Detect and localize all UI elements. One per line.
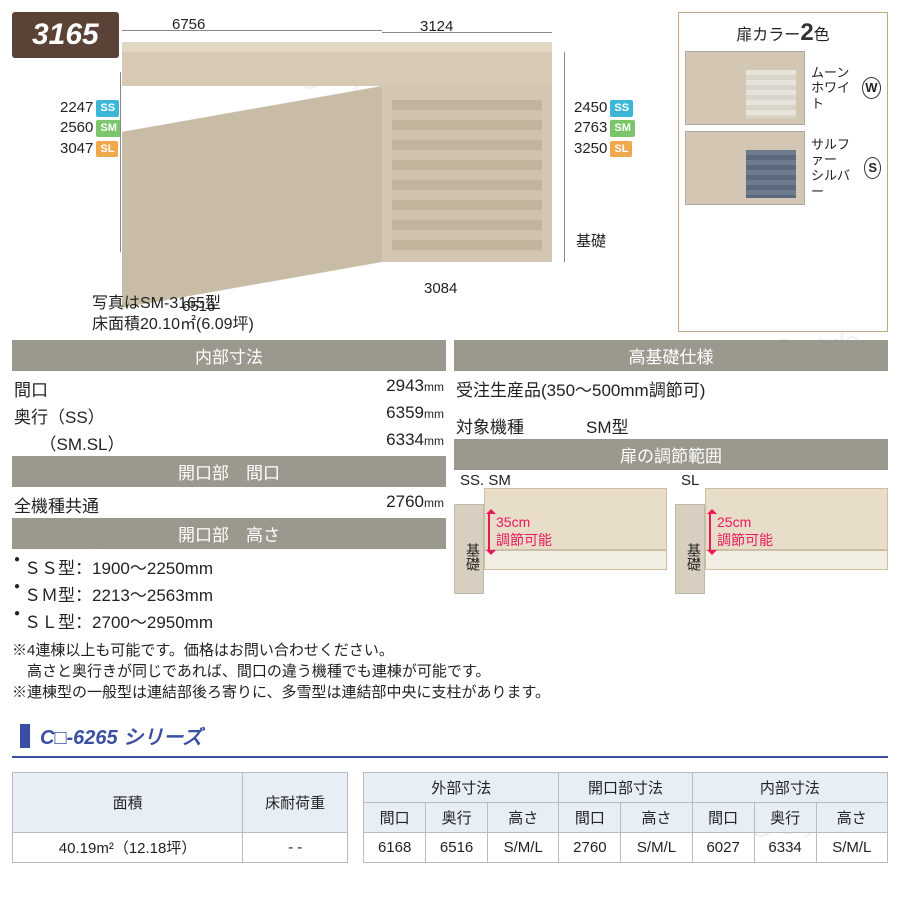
foundation-label: 基礎 (576, 230, 606, 251)
heights-left: 2247SS 2560SM 3047SL (60, 98, 121, 159)
dim-base-width: 3084 (424, 280, 457, 297)
color-option-w: ムーン ホワイト W (685, 51, 881, 125)
table-row: 40.19m²（12.18坪） - - 61686516S/M/L 2760S/… (13, 833, 888, 863)
diagram-caption: 写真はSM-3165型 床面積20.10㎡(6.09坪) (92, 293, 254, 336)
color-code-w: W (862, 77, 881, 99)
series-header: C□-6265 シリーズ (12, 715, 888, 758)
head-internal: 内部寸法 (12, 340, 446, 371)
dimensions-table: 面積 床耐荷重 外部寸法 開口部寸法 内部寸法 間口奥行高さ 間口高さ 間口奥行… (12, 772, 888, 863)
model-badge: 3165 (12, 12, 119, 58)
head-highbase: 高基礎仕様 (454, 340, 888, 371)
adjust-diagram-ss-sm: SS. SM 基礎 35cm調節可能 (454, 474, 667, 594)
head-opening-h: 開口部 高さ (12, 518, 446, 549)
head-opening-w: 開口部 間口 (12, 456, 446, 487)
color-option-s: サルファー シルバー S (685, 131, 881, 205)
adjust-diagram-sl: SL 基礎 25cm調節可能 (675, 474, 888, 594)
dimension-diagram: 3165 6756 3124 6516 3084 2247SS 2560SM 3… (12, 12, 674, 332)
shed-illustration (122, 42, 552, 262)
spec-section: 内部寸法 間口2943mm 奥行（SS）6359mm （SM.SL）6334mm… (12, 340, 888, 634)
color-code-s: S (864, 157, 881, 179)
head-adjust: 扉の調節範囲 (454, 439, 888, 470)
heights-right: 2450SS 2763SM 3250SL (574, 98, 635, 159)
footnotes: ※4連棟以上も可能です。価格はお問い合わせください。 高さと奥行きが同じであれば… (12, 640, 888, 703)
door-color-panel: 扉カラー2色 ムーン ホワイト W サルファー シルバー S (678, 12, 888, 332)
